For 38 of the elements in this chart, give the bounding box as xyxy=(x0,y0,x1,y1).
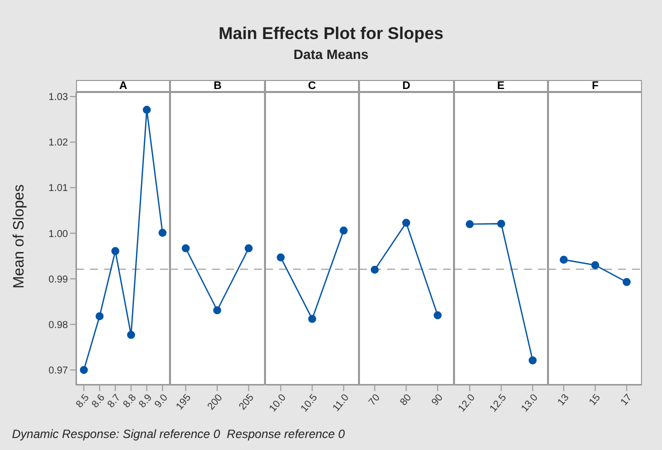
y-tick-label: 0.99 xyxy=(48,274,68,286)
x-tick-label: 8.7 xyxy=(106,392,124,410)
x-tick-label: 9.0 xyxy=(152,392,171,410)
y-tick-label: 0.97 xyxy=(48,366,68,377)
chart-title: E xyxy=(454,80,548,92)
x-tick-label: 200 xyxy=(206,392,226,412)
point xyxy=(142,106,151,114)
x-tick-label: 195 xyxy=(174,392,194,412)
x-tick-label: 205 xyxy=(238,392,258,412)
y-tick-label: 1.02 xyxy=(48,138,68,149)
point xyxy=(158,228,167,237)
y-tick-label: 1.00 xyxy=(48,228,68,240)
y-tick-label: 1.03 xyxy=(48,92,68,104)
text: Main Effects Plot for Slopes xyxy=(218,24,444,44)
point xyxy=(80,366,88,374)
x-tick-label: 17 xyxy=(618,392,635,408)
chart-title: D xyxy=(359,80,454,92)
y-tick-label: 1.01 xyxy=(48,183,68,194)
x-tick-label: 15 xyxy=(587,392,604,408)
chart-title: B xyxy=(170,80,265,92)
x-tick-label: 70 xyxy=(367,392,383,408)
y-tick-label: 0.98 xyxy=(48,320,68,331)
point xyxy=(127,330,136,339)
point xyxy=(111,247,120,256)
x-tick-label: 8.8 xyxy=(121,392,140,410)
text: Data Means xyxy=(292,47,370,62)
y-axis-title: Mean of Slopes xyxy=(10,184,28,288)
point xyxy=(96,312,104,320)
x-tick-label: 8.6 xyxy=(90,392,108,410)
x-tick-label: 80 xyxy=(398,392,414,408)
x-tick-label: 90 xyxy=(430,392,446,408)
x-tick-label: 8.5 xyxy=(74,392,92,410)
chart-title: F xyxy=(548,80,642,92)
x-tick-label: 8.9 xyxy=(137,392,155,410)
chart-title: C xyxy=(264,80,360,92)
text: Dynamic Response: Signal reference 0 Response reference 0 xyxy=(12,427,345,441)
chart-title: A xyxy=(76,80,170,92)
x-tick-label: 13 xyxy=(556,392,572,408)
